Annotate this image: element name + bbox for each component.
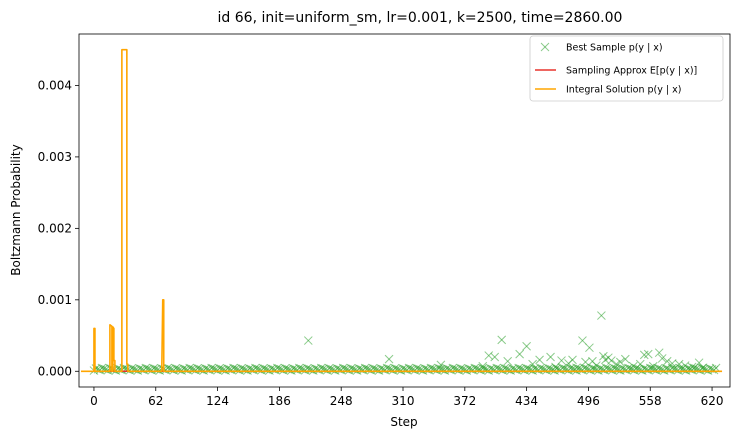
best-sample-point <box>615 357 625 367</box>
y-axis-label: Boltzmann Probability <box>9 144 23 275</box>
best-sample-point <box>490 352 500 362</box>
legend-box <box>529 35 724 102</box>
best-sample-point <box>694 358 704 368</box>
best-sample-point <box>528 359 537 369</box>
x-tick-label: 62 <box>148 394 163 408</box>
best-sample-point <box>687 362 697 372</box>
best-sample-point <box>303 336 313 345</box>
best-sample-point <box>585 343 594 353</box>
y-tick-label: 0.004 <box>38 78 72 92</box>
x-axis-ticks: 0 62 124 186 248 310 372 434 496 558 620 <box>90 387 724 408</box>
legend-marker-best <box>540 42 550 52</box>
best-sample-point <box>578 336 587 345</box>
best-sample-point <box>535 355 544 365</box>
best-sample-point <box>628 361 638 371</box>
best-sample-point <box>597 311 606 320</box>
legend-label-best: Best Sample p(y | x) <box>566 43 663 54</box>
x-tick-label: 186 <box>268 394 291 408</box>
x-tick-label: 310 <box>392 394 415 408</box>
x-tick-label: 496 <box>577 394 600 408</box>
x-tick-label: 558 <box>639 394 662 408</box>
y-tick-label: 0.000 <box>38 364 72 378</box>
best-sample-point <box>607 356 616 365</box>
best-sample-point <box>478 361 488 371</box>
y-tick-label: 0.003 <box>38 150 72 164</box>
best-sample-point <box>635 359 645 369</box>
best-sample-point <box>557 356 566 365</box>
chart-title: id 66, init=uniform_sm, lr=0.001, k=2500… <box>218 10 623 26</box>
best-sample-point <box>568 355 577 365</box>
best-sample-point <box>515 349 524 359</box>
series-lines <box>80 48 723 373</box>
best-sample-point <box>654 348 664 358</box>
x-tick-label: 248 <box>330 394 353 408</box>
integral-solution-line <box>80 48 723 373</box>
best-sample-point <box>620 354 630 364</box>
best-sample-point <box>572 363 581 373</box>
best-sample-point <box>667 359 677 368</box>
best-sample-point <box>680 361 690 370</box>
best-sample-point <box>522 341 531 351</box>
legend-label-approx: Sampling Approx E[p(y | x)] <box>566 66 697 77</box>
best-sample-point <box>436 360 446 370</box>
x-tick-label: 372 <box>453 394 476 408</box>
legend: Best Sample p(y | x) Sampling Approx E[p… <box>529 35 724 102</box>
x-tick-label: 620 <box>701 394 724 408</box>
best-sample-point <box>662 356 672 366</box>
best-sample-point <box>643 349 653 359</box>
best-sample-point <box>497 335 507 345</box>
best-sample-point <box>611 359 621 369</box>
best-sample-point <box>503 356 513 366</box>
x-tick-label: 0 <box>90 394 98 408</box>
best-sample-point <box>546 352 555 362</box>
y-tick-label: 0.001 <box>38 293 72 307</box>
legend-label-integral: Integral Solution p(y | x) <box>566 85 681 96</box>
best-sample-point <box>648 361 658 371</box>
x-axis-label: Step <box>390 415 417 429</box>
x-tick-label: 124 <box>206 394 229 408</box>
best-sample-point <box>484 351 494 360</box>
best-sample-point <box>674 359 684 369</box>
best-sample-point <box>698 363 708 373</box>
best-sample-point <box>581 357 590 367</box>
x-tick-label: 434 <box>515 394 538 408</box>
y-axis-ticks: 0.000 0.001 0.002 0.003 0.004 <box>38 78 79 378</box>
best-sample-point <box>592 361 601 370</box>
best-sample-point <box>657 354 667 363</box>
y-tick-label: 0.002 <box>38 221 72 235</box>
best-sample-point <box>384 354 394 364</box>
